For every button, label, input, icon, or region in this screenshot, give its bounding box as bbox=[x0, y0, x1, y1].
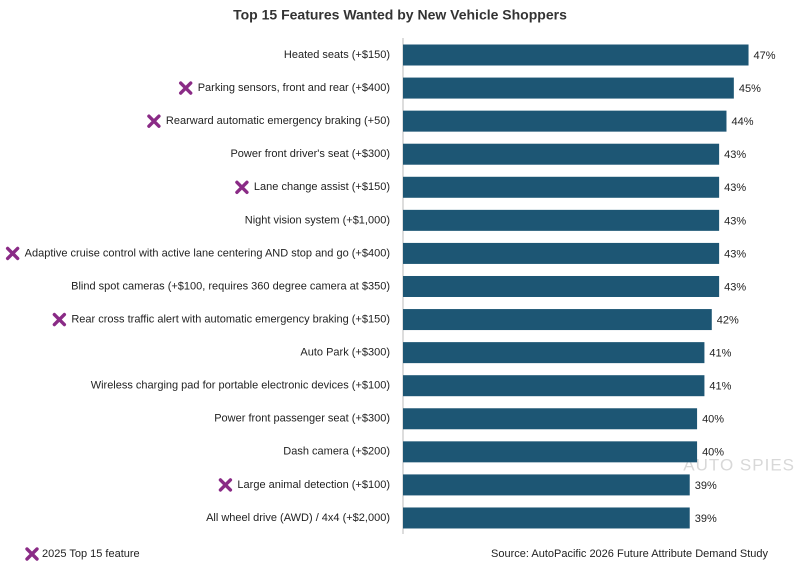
bar bbox=[403, 77, 734, 99]
flag-marker bbox=[179, 81, 193, 95]
bar bbox=[403, 275, 720, 297]
bar bbox=[403, 309, 712, 331]
bar bbox=[403, 375, 705, 397]
value-label: 40% bbox=[702, 414, 724, 426]
value-label: 43% bbox=[724, 182, 746, 194]
legend-label: 2025 Top 15 feature bbox=[42, 548, 140, 560]
chart-title: Top 15 Features Wanted by New Vehicle Sh… bbox=[233, 7, 567, 23]
flag-marker bbox=[52, 312, 67, 327]
value-label: 43% bbox=[724, 215, 746, 227]
y-tick-label: Auto Park (+$300) bbox=[300, 347, 390, 359]
flag-marker bbox=[5, 246, 20, 261]
value-label: 39% bbox=[695, 480, 717, 492]
y-tick-label: Rearward automatic emergency braking (+5… bbox=[166, 115, 390, 127]
bar bbox=[403, 474, 690, 496]
bar bbox=[403, 209, 720, 231]
bar bbox=[403, 342, 705, 364]
bar bbox=[403, 110, 727, 132]
bar bbox=[403, 176, 720, 198]
flag-marker bbox=[25, 547, 39, 561]
y-tick-label: Large animal detection (+$100) bbox=[237, 479, 390, 491]
y-tick-label: Power front driver's seat (+$300) bbox=[230, 148, 390, 160]
source: Source: AutoPacific 2026 Future Attribut… bbox=[491, 548, 768, 560]
value-label: 44% bbox=[731, 116, 753, 128]
bar bbox=[403, 143, 720, 165]
value-label: 47% bbox=[754, 50, 776, 62]
y-tick-label: Parking sensors, front and rear (+$400) bbox=[198, 82, 390, 94]
value-label: 43% bbox=[724, 248, 746, 260]
y-tick-label: Adaptive cruise control with active lane… bbox=[25, 247, 390, 259]
y-tick-label: Heated seats (+$150) bbox=[284, 49, 390, 61]
y-tick-label: Blind spot cameras (+$100, requires 360 … bbox=[71, 280, 390, 292]
flag-marker bbox=[235, 180, 249, 194]
flag-marker bbox=[147, 114, 161, 128]
y-tick-label: All wheel drive (AWD) / 4x4 (+$2,000) bbox=[206, 512, 390, 524]
y-tick-label: Power front passenger seat (+$300) bbox=[214, 413, 390, 425]
y-tick-label: Lane change assist (+$150) bbox=[254, 181, 390, 193]
bar bbox=[403, 408, 698, 430]
flag-marker bbox=[218, 478, 233, 492]
watermark: AUTO SPIES bbox=[683, 455, 795, 474]
value-label: 40% bbox=[702, 447, 724, 459]
value-label: 45% bbox=[739, 83, 761, 95]
bar bbox=[403, 242, 720, 264]
bar bbox=[403, 44, 749, 66]
value-label: 39% bbox=[695, 513, 717, 525]
value-label: 41% bbox=[709, 348, 731, 360]
y-tick-label: Night vision system (+$1,000) bbox=[245, 214, 390, 226]
y-tick-label: Dash camera (+$200) bbox=[283, 446, 390, 458]
value-label: 42% bbox=[717, 314, 739, 326]
y-tick-label: Wireless charging pad for portable elect… bbox=[91, 380, 390, 392]
bar bbox=[403, 507, 690, 529]
bar bbox=[403, 441, 698, 463]
value-label: 43% bbox=[724, 281, 746, 293]
value-label: 43% bbox=[724, 149, 746, 161]
y-tick-label: Rear cross traffic alert with automatic … bbox=[71, 313, 390, 325]
value-label: 41% bbox=[709, 381, 731, 393]
